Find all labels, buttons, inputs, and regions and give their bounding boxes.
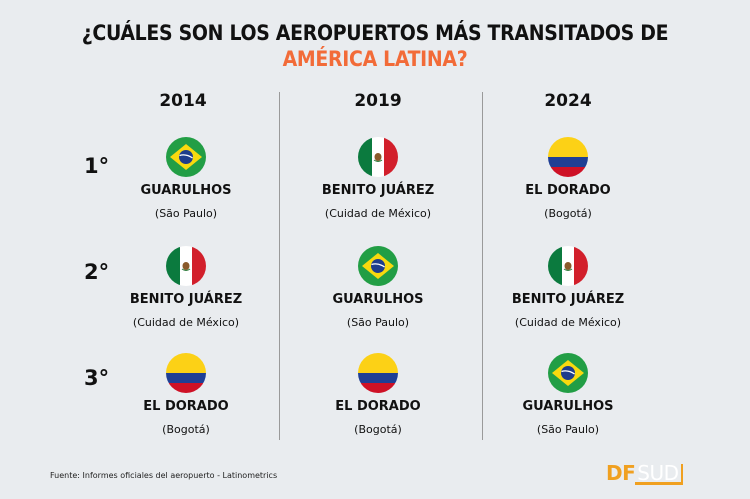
year-header-2014: 2014 xyxy=(159,91,207,111)
airport-cell: EL DORADO (Bogotá) xyxy=(288,353,468,436)
airport-cell: EL DORADO (Bogotá) xyxy=(96,353,276,436)
airport-cell: BENITO JUÁREZ (Cuidad de México) xyxy=(478,246,658,329)
airport-city: (São Paulo) xyxy=(346,316,410,329)
airport-name: BENITO JUÁREZ xyxy=(321,183,435,198)
airport-cell: BENITO JUÁREZ (Cuidad de México) xyxy=(288,137,468,220)
page-title-accent: AMÉRICA LATINA? xyxy=(282,47,468,71)
airport-city: (Bogotá) xyxy=(354,423,402,436)
airport-city: (Bogotá) xyxy=(162,423,210,436)
airport-city: (Cuidad de México) xyxy=(514,316,622,329)
column-divider xyxy=(482,92,483,440)
dfsud-logo: DF SUD xyxy=(606,461,683,485)
mexico-flag-icon xyxy=(548,246,588,286)
source-note: Fuente: Informes oficiales del aeropuert… xyxy=(50,471,278,480)
brazil-flag-icon xyxy=(358,246,398,286)
airport-name: BENITO JUÁREZ xyxy=(129,292,243,307)
column-divider xyxy=(279,92,280,440)
colombia-flag-icon xyxy=(358,353,398,393)
airport-cell: GUARULHOS (São Paulo) xyxy=(288,246,468,329)
airport-cell: GUARULHOS (São Paulo) xyxy=(478,353,658,436)
airport-name: EL DORADO xyxy=(143,399,229,414)
airport-cell: GUARULHOS (São Paulo) xyxy=(96,137,276,220)
year-header-2024: 2024 xyxy=(544,91,592,111)
airport-name: GUARULHOS xyxy=(522,399,614,414)
page-title: ¿CUÁLES SON LOS AEROPUERTOS MÁS TRANSITA… xyxy=(81,21,669,45)
mexico-flag-icon xyxy=(166,246,206,286)
airport-city: (Bogotá) xyxy=(544,207,592,220)
airport-city: (Cuidad de México) xyxy=(132,316,240,329)
airport-city: (São Paulo) xyxy=(536,423,600,436)
logo-sud: SUD xyxy=(635,463,683,485)
year-header-2019: 2019 xyxy=(354,91,402,111)
rank-label: 2° xyxy=(84,260,110,284)
airport-name: BENITO JUÁREZ xyxy=(511,292,625,307)
airport-name: EL DORADO xyxy=(335,399,421,414)
brazil-flag-icon xyxy=(166,137,206,177)
rank-label: 3° xyxy=(84,366,110,390)
colombia-flag-icon xyxy=(166,353,206,393)
logo-df: DF xyxy=(606,461,636,485)
airport-city: (Cuidad de México) xyxy=(324,207,432,220)
mexico-flag-icon xyxy=(358,137,398,177)
airport-city: (São Paulo) xyxy=(154,207,218,220)
airport-cell: EL DORADO (Bogotá) xyxy=(478,137,658,220)
airport-name: GUARULHOS xyxy=(140,183,232,198)
airport-name: GUARULHOS xyxy=(332,292,424,307)
airport-name: EL DORADO xyxy=(525,183,611,198)
airport-cell: BENITO JUÁREZ (Cuidad de México) xyxy=(96,246,276,329)
brazil-flag-icon xyxy=(548,353,588,393)
rank-label: 1° xyxy=(84,154,110,178)
colombia-flag-icon xyxy=(548,137,588,177)
